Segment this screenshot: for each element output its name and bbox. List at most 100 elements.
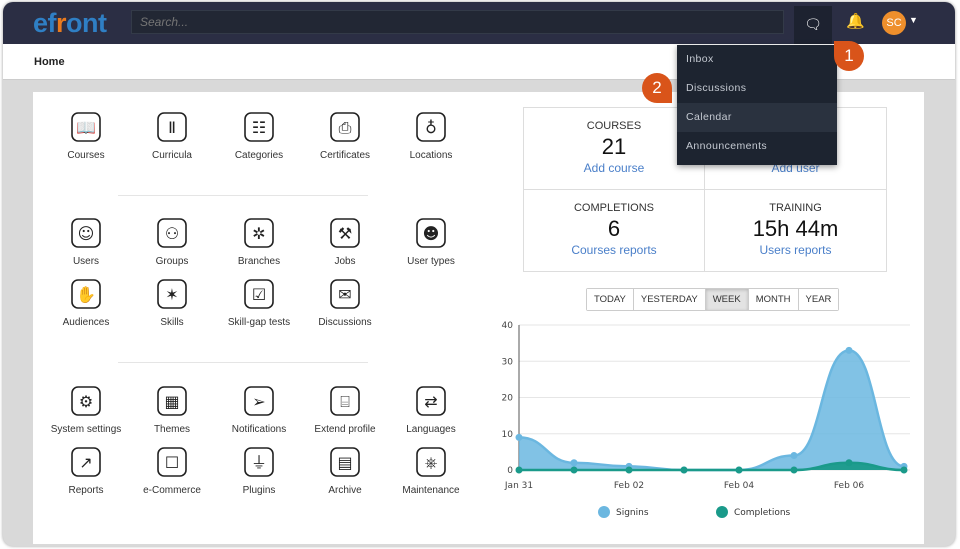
tile-users[interactable]: ☺ Users [41,216,131,267]
tile-certificates[interactable]: ⎙ Certificates [300,110,390,161]
tile-archive[interactable]: ▤ Archive [300,445,390,496]
range-yesterday[interactable]: YESTERDAY [633,289,706,310]
callout-1: 1 [834,41,864,71]
menu-item-inbox[interactable]: Inbox [686,53,714,65]
range-month[interactable]: MONTH [748,289,799,310]
x-tick-label: Feb 04 [724,481,755,491]
legend-label: Signins [616,508,649,518]
tile-label: Notifications [231,424,287,435]
users-reports-link[interactable]: Users reports [759,243,832,257]
tile-courses[interactable]: 📖 Courses [41,110,131,161]
tile-categories[interactable]: ☷ Categories [214,110,304,161]
menu-item-discussions[interactable]: Discussions [686,82,747,94]
stat-courses: COURSES 21 Add course [524,108,705,190]
data-point [570,466,578,474]
svg-text:📖: 📖 [76,118,96,137]
tile-plugins[interactable]: ⏚ Plugins [214,445,304,496]
series-area-completions [519,462,904,470]
tile-user-types[interactable]: ☻ User types [386,216,476,267]
data-point [515,433,523,441]
tile-label: Groups [155,256,189,267]
menu-item-calendar[interactable]: Calendar [677,103,837,132]
svg-text:⚙: ⚙ [79,392,93,411]
breadcrumb[interactable]: Home [34,56,65,68]
tile-label: Skills [160,317,184,328]
tile-branches[interactable]: ✲ Branches [214,216,304,267]
tile-label: Themes [153,424,191,435]
tile-curricula[interactable]: Ⅱ Curricula [127,110,217,161]
tile-discussions[interactable]: ✉ Discussions [300,277,390,328]
svg-text:▦: ▦ [164,392,179,411]
tile-themes[interactable]: ▦ Themes [127,384,217,435]
y-tick-label: 10 [502,430,514,440]
stat-value: 15h 44m [752,216,839,241]
tile-system-settings[interactable]: ⚙ System settings [41,384,131,435]
tile-label: Audiences [62,317,110,328]
dashboard-card: 📖 Courses Ⅱ Curricula ☷ Categories ⎙ Certificat… [33,92,924,544]
stat-completions: COMPLETIONS 6 Courses reports [524,190,705,272]
svg-text:↗: ↗ [79,453,92,472]
checklist-icon: ☑ [244,279,274,309]
tile-reports[interactable]: ↗ Reports [41,445,131,496]
tile-skills[interactable]: ✶ Skills [127,277,217,328]
tile-label: Extend profile [314,424,376,435]
stat-value: 6 [607,216,621,241]
tile-skill-gap-tests[interactable]: ☑ Skill-gap tests [214,277,304,328]
search-input[interactable] [131,10,784,34]
bell-icon[interactable]: 🔔 [846,13,865,30]
tile-maintenance[interactable]: ⎈ Maintenance [386,445,476,496]
legend-marker [716,506,728,518]
data-point [735,466,743,474]
tile-label: Users [72,256,100,267]
tile-label: Certificates [319,150,370,161]
tile-groups[interactable]: ⚇ Groups [127,216,217,267]
lifebuoy-icon: ⎈ [416,447,446,477]
stats-panel: COURSES 21 Add course Add user COMPLETIO… [523,107,887,272]
callout-2: 2 [642,73,672,103]
stat-title: COMPLETIONS [573,202,655,214]
tile-label: Archive [328,485,362,496]
series-line-completions [519,461,905,472]
tile-label: Branches [237,256,281,267]
svg-text:☻: ☻ [423,224,440,243]
tile-extend-profile[interactable]: ⌸ Extend profile [300,384,390,435]
gear-icon: ⚙ [71,386,101,416]
avatar[interactable]: SC [882,11,906,35]
stat-title: TRAINING [769,202,822,214]
tile-label: Categories [234,150,284,161]
menu-item-announcements[interactable]: Announcements [686,140,768,152]
tile-label: Plugins [242,485,276,496]
tile-jobs[interactable]: ⚒ Jobs [300,216,390,267]
group-icon: ⚇ [157,218,187,248]
range-week[interactable]: WEEK [705,289,749,310]
series-area-signins [519,350,904,470]
tile-label: Reports [68,485,104,496]
tile-e-commerce[interactable]: ☐ e-Commerce [127,445,217,496]
tile-locations[interactable]: ♁ Locations [386,110,476,161]
logo[interactable]: efront [33,8,107,38]
top-bar: efront 🗨 🔔 SC ▼ [3,2,955,44]
svg-text:▤: ▤ [337,453,352,472]
data-point [515,466,523,474]
branches-icon: ✲ [244,218,274,248]
range-today[interactable]: TODAY [587,289,634,310]
bookshelf-icon: Ⅱ [157,112,187,142]
archive-icon: ▤ [330,447,360,477]
tile-notifications[interactable]: ➢ Notifications [214,384,304,435]
tile-languages[interactable]: ⇄ Languages [386,384,476,435]
tile-label: Locations [409,150,453,161]
tile-label: System settings [50,424,122,435]
y-tick-label: 30 [502,357,514,367]
caret-down-icon[interactable]: ▼ [909,15,918,25]
tile-audiences[interactable]: ✋ Audiences [41,277,131,328]
hierarchy-icon: ☷ [244,112,274,142]
stat-title: COURSES [586,120,642,132]
chat-button[interactable]: 🗨 [794,6,832,44]
svg-text:♁: ♁ [425,118,437,137]
globe-icon: ♁ [416,112,446,142]
range-year[interactable]: YEAR [798,289,839,310]
worker-icon: ⚒ [330,218,360,248]
courses-reports-link[interactable]: Courses reports [571,243,657,257]
svg-text:✉: ✉ [338,285,351,304]
add-course-link[interactable]: Add course [583,161,645,175]
